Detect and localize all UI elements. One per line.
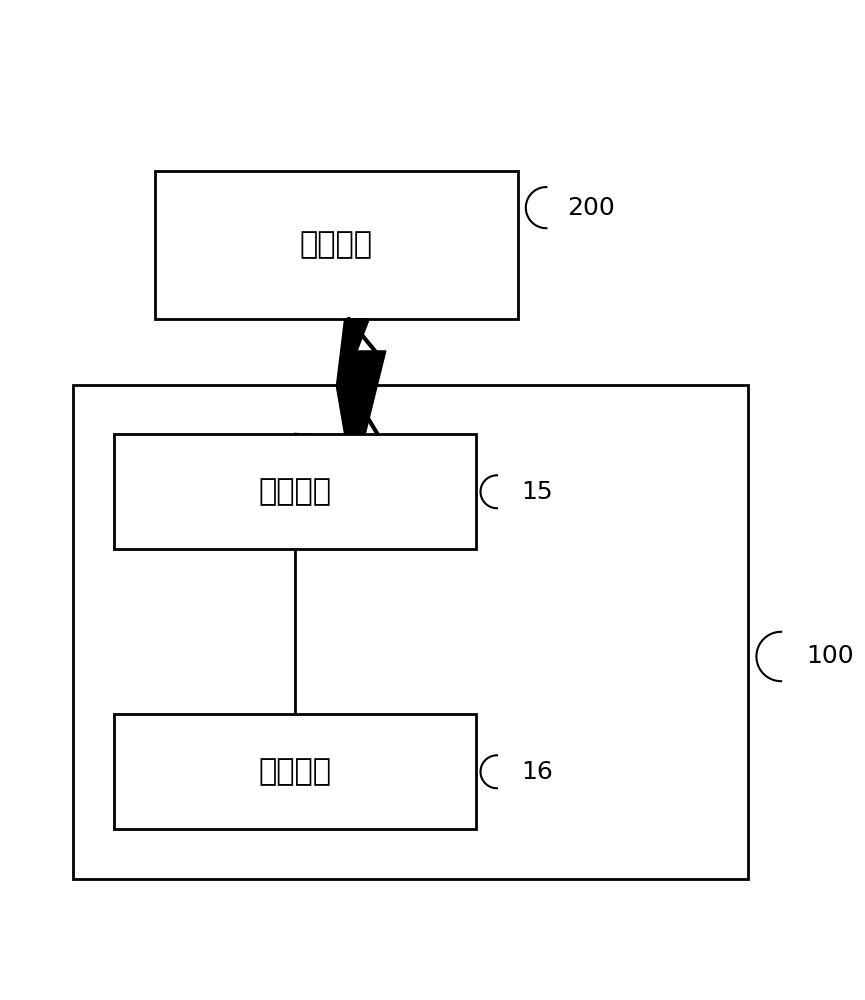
FancyBboxPatch shape xyxy=(114,714,477,829)
Text: 通信模块: 通信模块 xyxy=(259,477,331,506)
FancyBboxPatch shape xyxy=(155,171,517,319)
Text: 第一头盔: 第一头盔 xyxy=(300,230,373,259)
Text: 15: 15 xyxy=(522,480,554,504)
Text: 控制模块: 控制模块 xyxy=(259,757,331,786)
Text: 100: 100 xyxy=(806,644,854,668)
Text: 16: 16 xyxy=(522,760,554,784)
FancyBboxPatch shape xyxy=(73,385,748,879)
Text: 200: 200 xyxy=(567,196,615,220)
Polygon shape xyxy=(336,319,386,434)
FancyBboxPatch shape xyxy=(114,434,477,549)
